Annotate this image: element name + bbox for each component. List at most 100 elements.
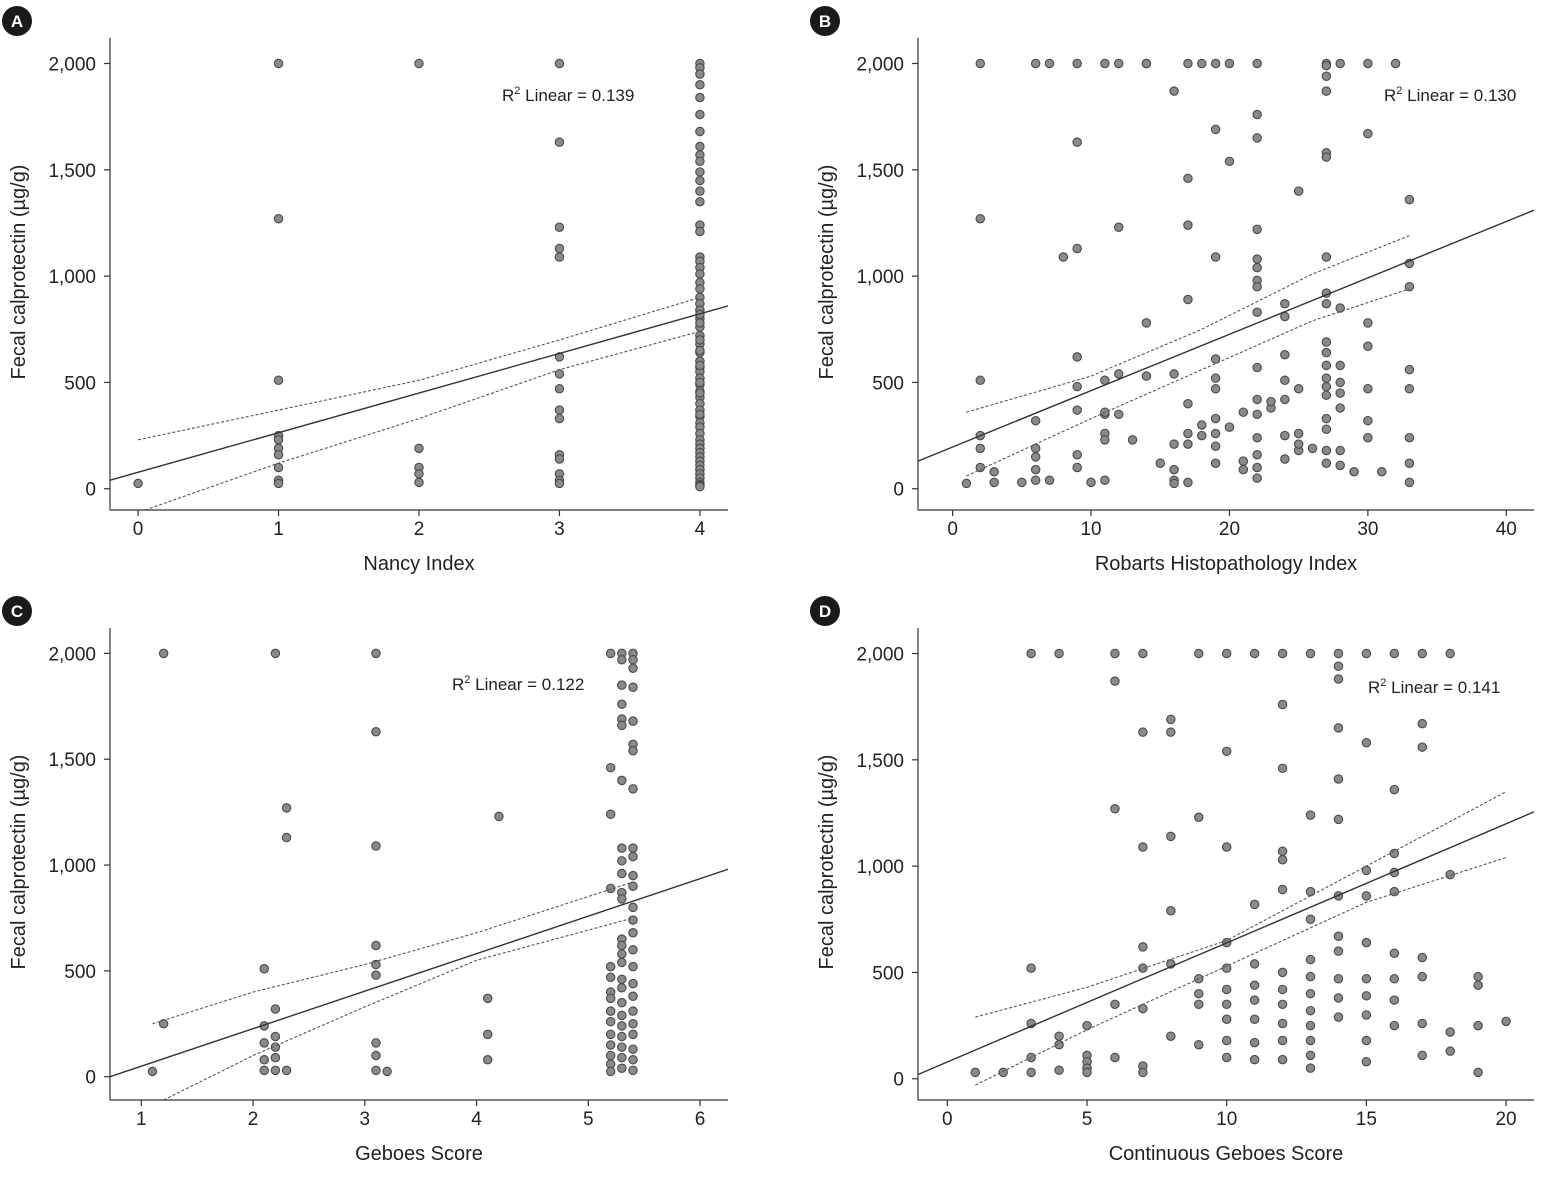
data-point — [1321, 458, 1332, 468]
regression-line — [918, 811, 1534, 1076]
data-point — [1333, 993, 1344, 1003]
data-point — [273, 478, 284, 489]
data-point — [617, 957, 627, 968]
data-point — [259, 964, 269, 974]
data-point — [1072, 381, 1082, 392]
data-point — [628, 1006, 638, 1016]
data-point — [1252, 449, 1262, 460]
panel-label: B — [819, 12, 831, 31]
y-tick-label: 2,000 — [48, 644, 96, 665]
data-point — [1293, 439, 1304, 449]
data-point — [1335, 403, 1345, 413]
data-point — [695, 318, 705, 328]
y-tick-label: 1,000 — [856, 857, 904, 878]
data-point — [1361, 648, 1372, 659]
data-point — [482, 993, 493, 1004]
data-point — [1249, 959, 1260, 969]
data-point — [1305, 1063, 1316, 1073]
data-point — [695, 335, 705, 345]
data-point — [1194, 648, 1204, 659]
data-point — [270, 1065, 281, 1076]
data-point — [1252, 394, 1262, 405]
data-point — [1404, 477, 1415, 488]
data-point — [628, 961, 638, 972]
data-point — [554, 252, 565, 262]
data-point — [628, 716, 638, 726]
data-point — [1110, 676, 1120, 686]
data-point — [628, 944, 638, 955]
panel-label-badge — [810, 6, 840, 36]
data-point — [371, 1038, 381, 1048]
data-point — [1082, 1020, 1092, 1031]
data-point — [975, 443, 986, 454]
x-tick-label: 30 — [1357, 519, 1378, 540]
data-point — [1305, 1020, 1316, 1031]
data-point — [1417, 1050, 1428, 1061]
regression-line — [110, 305, 728, 481]
data-point — [382, 1066, 392, 1077]
data-point — [1030, 443, 1041, 454]
data-point — [1417, 971, 1428, 982]
data-point — [1277, 1018, 1288, 1029]
data-point — [1321, 60, 1332, 71]
data-point — [1277, 999, 1288, 1010]
data-point — [1197, 430, 1207, 441]
data-point — [1361, 937, 1372, 948]
x-tick-label: 4 — [695, 519, 706, 540]
data-point — [1321, 152, 1332, 162]
data-point — [1072, 352, 1082, 362]
data-point — [554, 454, 565, 464]
x-tick-label: 1 — [136, 1109, 147, 1130]
data-point — [414, 469, 424, 479]
data-point — [1252, 224, 1262, 235]
data-point — [695, 156, 705, 167]
data-point — [414, 477, 424, 488]
data-point — [695, 69, 705, 79]
data-point — [1445, 1046, 1455, 1056]
x-tick-label: 5 — [583, 1109, 594, 1130]
data-point — [1376, 466, 1387, 477]
data-point — [1404, 384, 1415, 394]
data-point — [1473, 1020, 1483, 1031]
x-tick-label: 4 — [471, 1109, 482, 1130]
data-point — [1169, 439, 1179, 449]
data-point — [1072, 58, 1082, 69]
scatter-plot: 0 500 1,000 1,500 2,000 0 1 2 3 4 Nancy Index Fecal… — [2, 6, 728, 575]
data-point — [605, 1066, 616, 1077]
y-tick-label: 1,000 — [48, 856, 96, 877]
data-point — [1082, 1067, 1092, 1078]
data-point — [1361, 991, 1372, 1001]
data-point — [1113, 409, 1124, 420]
data-point — [1224, 156, 1235, 167]
data-point — [1221, 999, 1232, 1010]
data-point — [1321, 413, 1332, 424]
data-point — [1361, 891, 1372, 901]
data-point — [494, 811, 504, 822]
data-point — [1305, 648, 1316, 659]
data-point — [1277, 648, 1288, 659]
data-point — [1321, 390, 1332, 400]
data-point — [1321, 373, 1332, 383]
data-point — [1333, 814, 1344, 825]
data-point — [605, 993, 616, 1004]
data-point — [1445, 648, 1455, 659]
data-point — [605, 648, 616, 659]
data-point — [605, 1040, 616, 1050]
data-point — [1321, 337, 1332, 347]
data-point — [628, 928, 638, 938]
data-point — [371, 841, 381, 851]
data-point — [1321, 71, 1332, 82]
data-point — [1072, 137, 1082, 147]
data-point — [695, 409, 705, 420]
data-point — [695, 141, 705, 152]
x-tick-label: 0 — [942, 1109, 953, 1130]
data-point — [1169, 86, 1179, 96]
data-point — [1390, 58, 1401, 69]
panel-label: D — [819, 602, 831, 621]
data-point — [281, 803, 292, 813]
data-point — [1305, 988, 1316, 999]
data-point — [628, 1044, 638, 1054]
scatter-plot: 0 500 1,000 1,500 2,000 1 2 3 4 5 6 Geboes Score Fec… — [2, 596, 728, 1165]
data-point — [1277, 763, 1288, 774]
data-point — [989, 477, 999, 488]
